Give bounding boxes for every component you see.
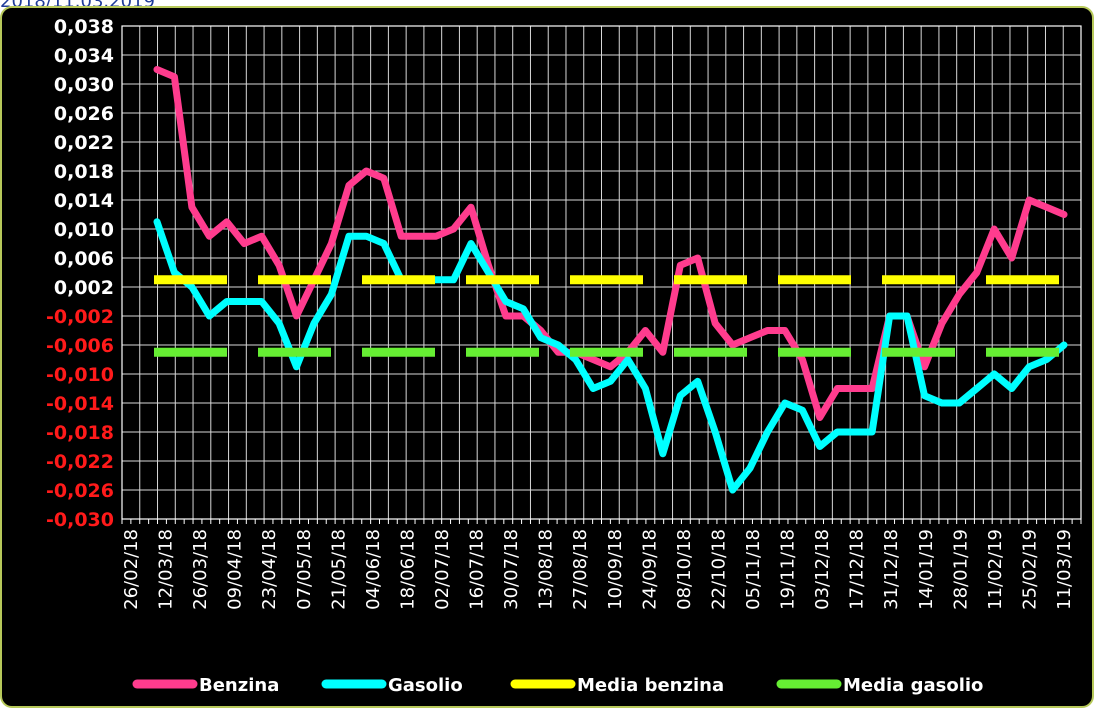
x-tick-label: 14/01/19 <box>916 529 937 610</box>
legend-label-media-benzina: Media benzina <box>577 675 724 696</box>
y-tick-label: -0,010 <box>46 364 114 386</box>
grid <box>121 25 1082 524</box>
y-tick-label: 0,038 <box>54 16 114 38</box>
x-tick-label: 16/07/18 <box>467 529 488 610</box>
x-tick-label: 28/01/19 <box>950 529 971 610</box>
x-tick-label: 18/06/18 <box>397 529 418 610</box>
legend-label-benzina: Benzina <box>199 675 279 696</box>
x-tick-label: 05/11/18 <box>743 529 764 610</box>
y-tick-label: 0,022 <box>54 132 114 154</box>
series-gasolio <box>153 218 1068 494</box>
x-tick-label: 30/07/18 <box>501 529 522 610</box>
y-axis-ticks: 0,038 0,034 0,030 0,026 0,022 0,018 0,014 0,010… <box>46 16 114 531</box>
legend-label-gasolio: Gasolio <box>388 675 463 696</box>
x-tick-label: 10/09/18 <box>605 529 626 610</box>
x-tick-label: 13/08/18 <box>536 529 557 610</box>
y-tick-label: 0,010 <box>54 219 114 241</box>
x-tick-label: 11/02/19 <box>985 529 1006 610</box>
x-tick-label: 17/12/18 <box>847 529 868 610</box>
x-axis-ticks: 26/02/18 12/03/18 26/03/18 09/04/18 23/04/18… <box>121 529 1075 610</box>
x-tick-label: 12/03/18 <box>156 529 177 610</box>
legend-label-media-gasolio: Media gasolio <box>843 675 983 696</box>
x-tick-label: 22/10/18 <box>708 529 729 610</box>
x-tick-label: 31/12/18 <box>881 529 902 610</box>
x-tick-label: 02/07/18 <box>432 529 453 610</box>
x-tick-label: 07/05/18 <box>294 529 315 610</box>
y-tick-label: -0,006 <box>46 335 114 357</box>
y-tick-label: 0,006 <box>54 248 114 270</box>
y-tick-label: 0,034 <box>54 45 114 67</box>
x-tick-label: 03/12/18 <box>812 529 833 610</box>
y-tick-label: 0,002 <box>54 277 114 299</box>
x-tick-label: 09/04/18 <box>225 529 246 610</box>
y-tick-label: -0,018 <box>46 422 114 444</box>
y-tick-label: 0,030 <box>54 74 114 96</box>
x-tick-label: 23/04/18 <box>259 529 280 610</box>
x-tick-label: 08/10/18 <box>674 529 695 610</box>
x-tick-label: 24/09/18 <box>639 529 660 610</box>
x-tick-label: 21/05/18 <box>328 529 349 610</box>
x-tick-label: 26/02/18 <box>121 529 142 610</box>
y-tick-label: -0,002 <box>46 306 114 328</box>
x-tick-label: 11/03/19 <box>1054 529 1075 610</box>
y-tick-label: 0,026 <box>54 103 114 125</box>
y-tick-label: 0,014 <box>54 190 114 212</box>
x-tick-label: 04/06/18 <box>363 529 384 610</box>
y-tick-label: -0,030 <box>46 509 114 531</box>
y-tick-label: -0,014 <box>46 393 114 415</box>
y-tick-label: -0,026 <box>46 480 114 502</box>
x-tick-label: 19/11/18 <box>778 529 799 610</box>
legend: Benzina Gasolio Media benzina Media gasolio <box>132 675 983 696</box>
x-tick-label: 25/02/19 <box>1019 529 1040 610</box>
x-tick-label: 26/03/18 <box>190 529 211 610</box>
y-tick-label: 0,018 <box>54 161 114 183</box>
x-tick-label: 27/08/18 <box>570 529 591 610</box>
y-tick-label: -0,022 <box>46 451 114 473</box>
series <box>153 66 1071 494</box>
